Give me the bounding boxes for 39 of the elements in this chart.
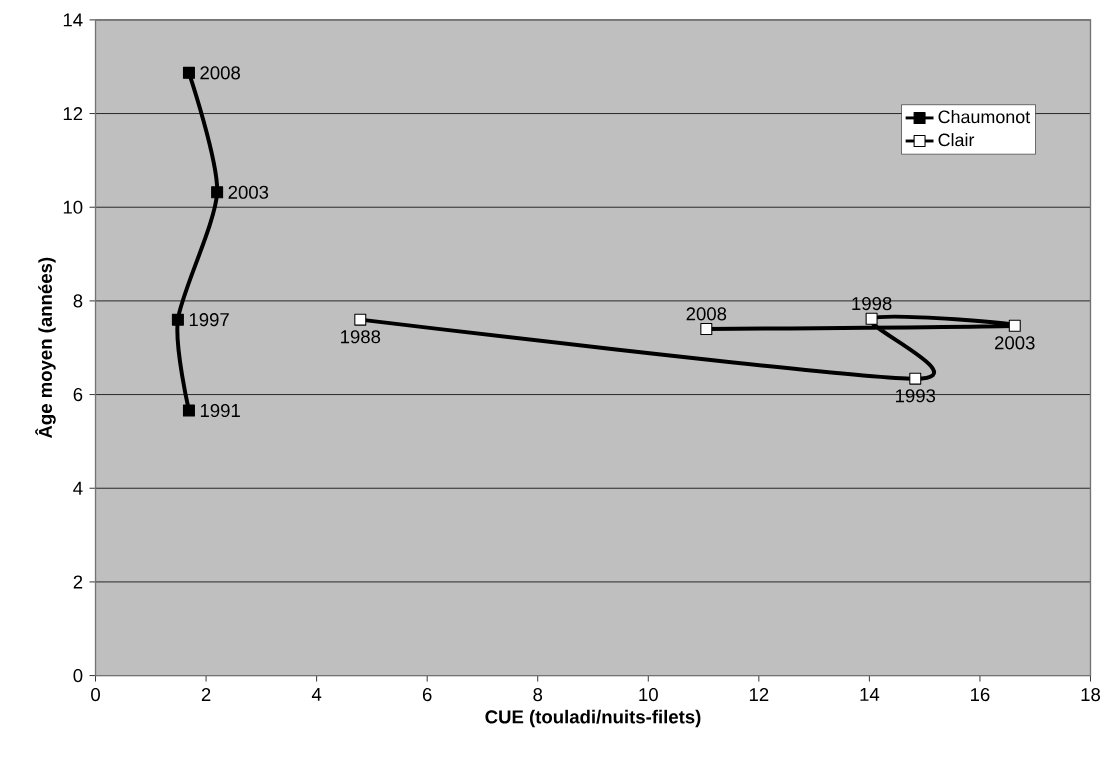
y-tick-label: 0 [73, 668, 83, 683]
y-tick-label: 4 [73, 481, 83, 495]
x-tick-label: 12 [749, 687, 769, 701]
point [700, 322, 713, 335]
point [211, 186, 224, 199]
point [171, 313, 184, 326]
point [1008, 319, 1021, 332]
annotation: 1991 [200, 403, 240, 417]
annotation: 2008 [200, 66, 240, 80]
y-tick-label: 12 [63, 106, 83, 120]
legend-label: Clair [938, 133, 975, 147]
point [354, 313, 367, 326]
annotation: 2003 [228, 185, 269, 199]
x-tick-label: 10 [639, 687, 658, 702]
x-tick-label: 2 [201, 687, 211, 701]
x-tick-label: 0 [91, 687, 100, 702]
annotation: 2003 [995, 336, 1035, 350]
y-axis-title: Âge moyen (années) [35, 257, 56, 439]
x-tick-label: 6 [422, 687, 432, 702]
y-tick-label: 2 [73, 575, 83, 589]
y-tick-label: 6 [73, 387, 83, 402]
y-tick-label: 14 [63, 13, 83, 27]
annotation: 2008 [686, 307, 727, 321]
x-tick-label: 16 [971, 687, 990, 702]
point [182, 404, 195, 417]
x-axis-title: CUE (touladi/nuits-filets) [485, 709, 701, 728]
x-tick-label: 18 [1081, 687, 1101, 702]
point [909, 372, 922, 385]
point [182, 66, 195, 79]
legend-label: Chaumonot [938, 109, 1031, 124]
point [865, 312, 878, 325]
y-tick-label: 10 [63, 200, 83, 214]
x-tick-label: 14 [860, 687, 880, 701]
annotation: 1997 [189, 312, 229, 327]
annotation: 1998 [852, 296, 892, 311]
annotation: 1988 [341, 330, 381, 344]
x-tick-label: 8 [533, 687, 543, 702]
y-tick-label: 8 [73, 294, 83, 308]
x-tick-label: 4 [311, 687, 322, 701]
